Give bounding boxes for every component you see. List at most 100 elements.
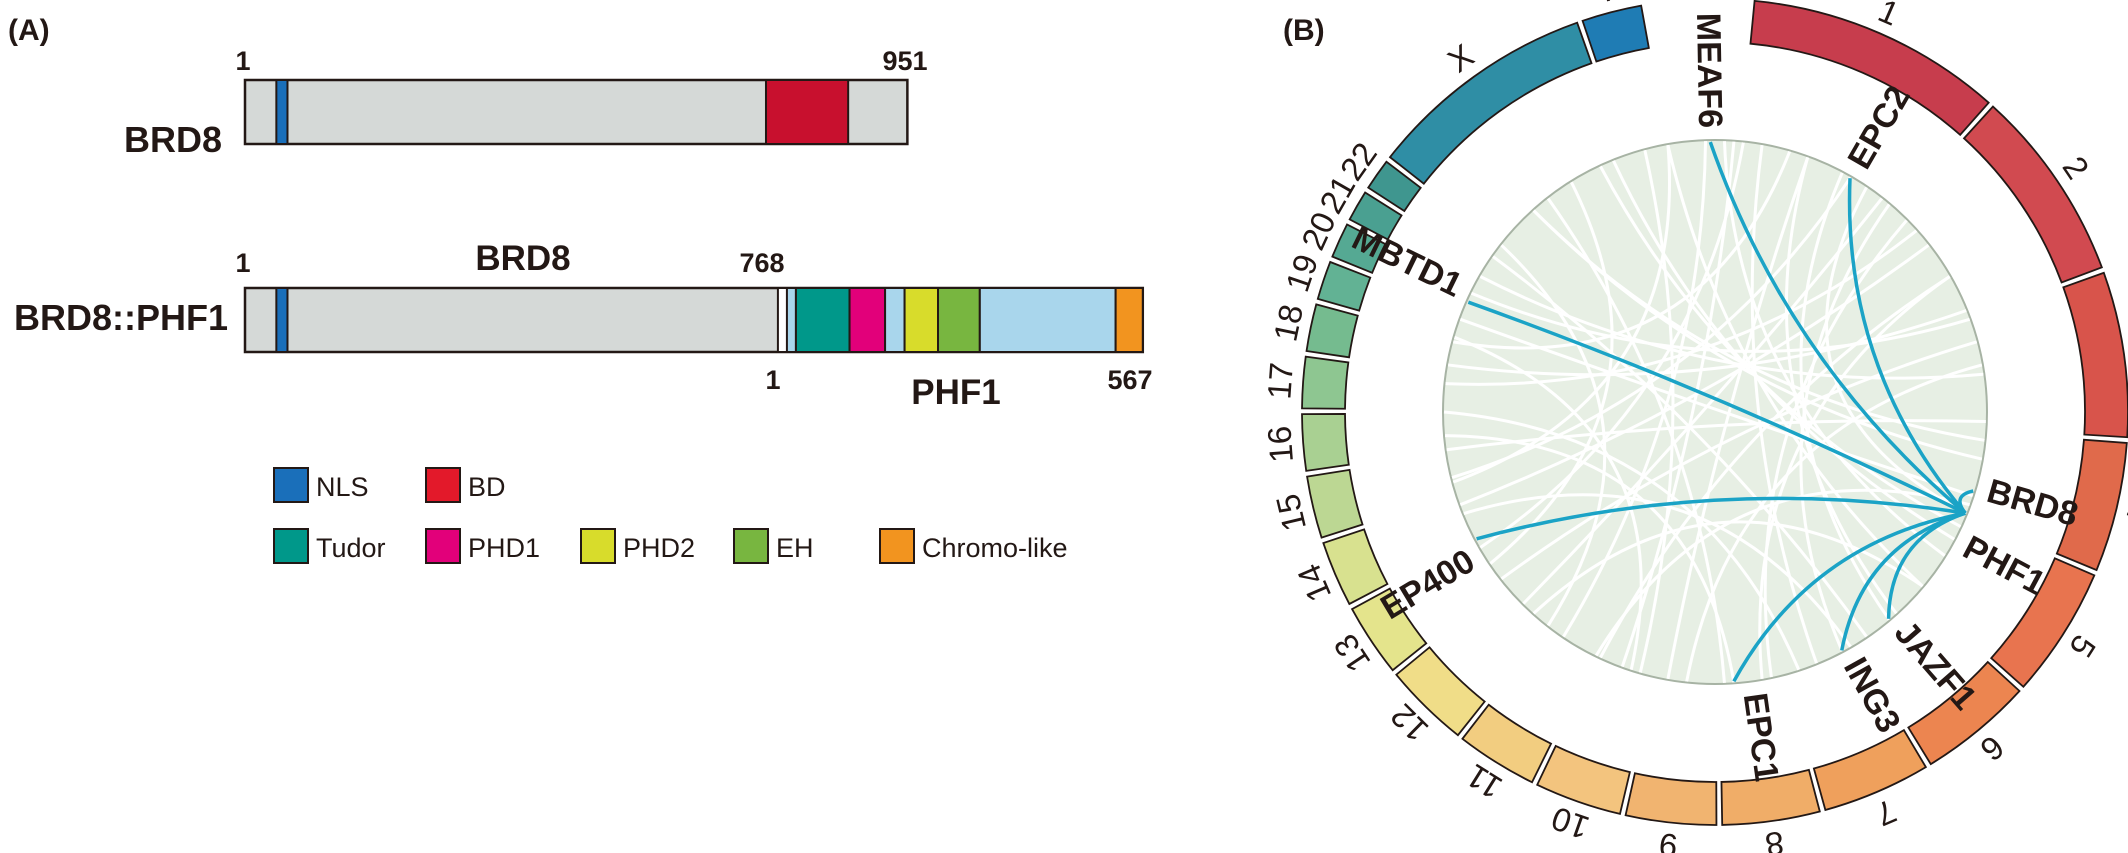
legend-swatch [273, 528, 309, 564]
fusion-start-label: 1 [235, 248, 250, 278]
legend-label: Chromo-like [922, 533, 1068, 563]
background-chord [1463, 493, 1852, 648]
background-chord [1500, 340, 1978, 581]
fusion-brd8-part-label: BRD8 [475, 239, 570, 278]
gene-label-phf1: PHF1 [1957, 529, 2052, 603]
fusion-segment-phf1-region [884, 287, 906, 353]
chromosome-label: Y [1591, 0, 1622, 11]
chromosome-11 [1461, 703, 1553, 784]
background-chord [1445, 229, 1918, 386]
gene-label-brd8: BRD8 [1983, 472, 2082, 534]
fusion-segment-eh [937, 287, 981, 353]
legend-item-eh: EH [733, 528, 814, 564]
fusion-link-phf1-mbtd1 [1467, 300, 1967, 515]
chromosome-8 [1720, 768, 1821, 826]
chromosome-label: 19 [1278, 250, 1325, 297]
legend-swatch [879, 528, 915, 564]
chromosome-label: 9 [1657, 826, 1679, 853]
brd8-domain-nls [275, 79, 289, 145]
gene-label-jazf1: JAZF1 [1887, 614, 1984, 717]
legend-label: BD [468, 472, 506, 502]
legend-label: PHD1 [468, 533, 540, 563]
chromosome-label: 10 [1547, 800, 1594, 847]
gene-label-ing3: ING3 [1836, 651, 1908, 739]
legend-label: Tudor [316, 533, 386, 563]
legend-swatch [425, 528, 461, 564]
background-chord [1758, 275, 1951, 680]
domain-legend: NLS BD Tudor PHD1 PHD2 EH Chromo-like [273, 467, 1068, 564]
background-chord [1445, 434, 1736, 683]
background-chord [1443, 410, 1801, 671]
background-chord [1620, 141, 1736, 668]
fusion-link-phf1-jazf1 [1886, 511, 1966, 619]
fusion-link-phf1-epc1 [1732, 511, 1966, 683]
chromosome-15 [1306, 468, 1364, 539]
legend-label: NLS [316, 472, 369, 502]
chromosome-10 [1536, 744, 1631, 816]
legend-item-bd: BD [425, 467, 506, 503]
fusion-segment-tudor [794, 287, 851, 353]
background-chord [1489, 181, 1614, 565]
background-chord [1799, 172, 1891, 621]
background-chord [1599, 275, 1951, 659]
gene-label-epc2: EPC2 [1841, 80, 1918, 176]
gene-label-meaf6: MEAF6 [1689, 12, 1729, 128]
background-chord [1612, 160, 1956, 541]
chromosome-21 [1348, 191, 1403, 241]
background-chord [1500, 244, 1607, 627]
legend-swatch [273, 467, 309, 503]
background-chord [1452, 150, 1792, 350]
brd8-protein: BRD8 1 951 [124, 46, 928, 160]
chromosome-label: 6 [1973, 728, 2011, 768]
panel-b: (B) 12345678910111213141516171819202122X… [1260, 0, 2128, 853]
fusion-link-phf1-meaf6 [1708, 141, 1967, 515]
chromosome-label: 17 [1260, 361, 1300, 400]
background-chord [1685, 363, 1983, 682]
chromosome-14 [1322, 528, 1389, 606]
chromosome-label: X [1441, 36, 1480, 79]
legend-swatch [733, 528, 769, 564]
chromosome-label: 2 [2056, 150, 2097, 186]
chromosome-y [1581, 4, 1650, 63]
chromosome-label: 1 [1873, 0, 1905, 33]
legend-label: PHD2 [623, 533, 695, 563]
chromosome-12 [1395, 646, 1486, 737]
chromosome-6 [1907, 660, 2021, 766]
background-chord [1784, 156, 1898, 615]
fusion-link-phf1-epc2 [1847, 178, 1967, 515]
fusion-breakpoint-label: 768 [739, 248, 784, 278]
brd8-protein-bar [243, 78, 909, 146]
legend-item-chromo-like: Chromo-like [879, 528, 1068, 564]
chromosome-label: 8 [1763, 824, 1786, 853]
panel-a-label: (A) [8, 14, 50, 47]
panel-a: (A) BRD8 1 951 BRD8::PHF1 1 BRD8 768 1 P… [8, 14, 1153, 564]
fusion-segment-phd2 [903, 287, 940, 353]
brd8-start-label: 1 [235, 46, 250, 76]
fusion-protein-bar [243, 286, 1145, 354]
chromosome-22 [1366, 160, 1422, 213]
background-chord [1446, 419, 1986, 452]
brd8-end-label: 951 [882, 46, 927, 76]
chromosome-5 [1989, 557, 2096, 689]
fusion-link-phf1-ep400 [1476, 496, 1966, 541]
background-chord [1459, 243, 1930, 507]
chromosome-label: 16 [1260, 425, 1300, 464]
legend-item-phd2: PHD2 [580, 528, 695, 564]
chromosome-17 [1301, 355, 1350, 410]
legend-swatch [425, 467, 461, 503]
fusion-protein: BRD8::PHF1 1 BRD8 768 1 PHF1 567 [14, 239, 1153, 412]
legend-item-nls: NLS [273, 467, 369, 503]
legend-label: EH [776, 533, 814, 563]
background-chord [1479, 275, 1984, 380]
fusion-segment-nls [275, 287, 289, 353]
background-chord [1594, 488, 1971, 657]
fusion-segment-chromo-like [1114, 287, 1144, 353]
chromosome-3 [2062, 271, 2128, 439]
background-chord [1638, 149, 1675, 673]
chromosome-label: 18 [1266, 301, 1310, 345]
circos-plot: 12345678910111213141516171819202122XYMEA… [1260, 0, 2128, 853]
chromosome-label: 7 [1870, 792, 1901, 833]
panel-b-label: (B) [1283, 14, 1325, 47]
chromosome-2 [1962, 105, 2104, 284]
gene-label-ep400: EP400 [1374, 542, 1481, 627]
